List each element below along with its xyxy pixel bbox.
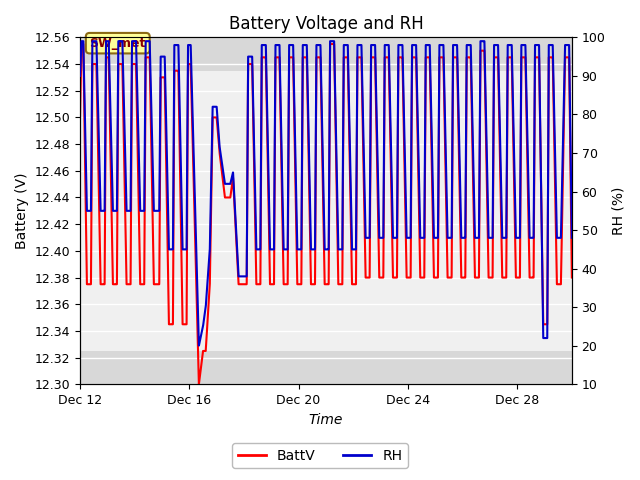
Legend: BattV, RH: BattV, RH <box>232 443 408 468</box>
X-axis label: Time: Time <box>308 413 343 427</box>
Text: SW_met: SW_met <box>90 36 146 49</box>
Bar <box>80 31 572 71</box>
Bar <box>80 71 572 351</box>
Y-axis label: RH (%): RH (%) <box>611 187 625 235</box>
Title: Battery Voltage and RH: Battery Voltage and RH <box>228 15 423 33</box>
Bar <box>80 351 572 384</box>
Y-axis label: Battery (V): Battery (V) <box>15 173 29 249</box>
